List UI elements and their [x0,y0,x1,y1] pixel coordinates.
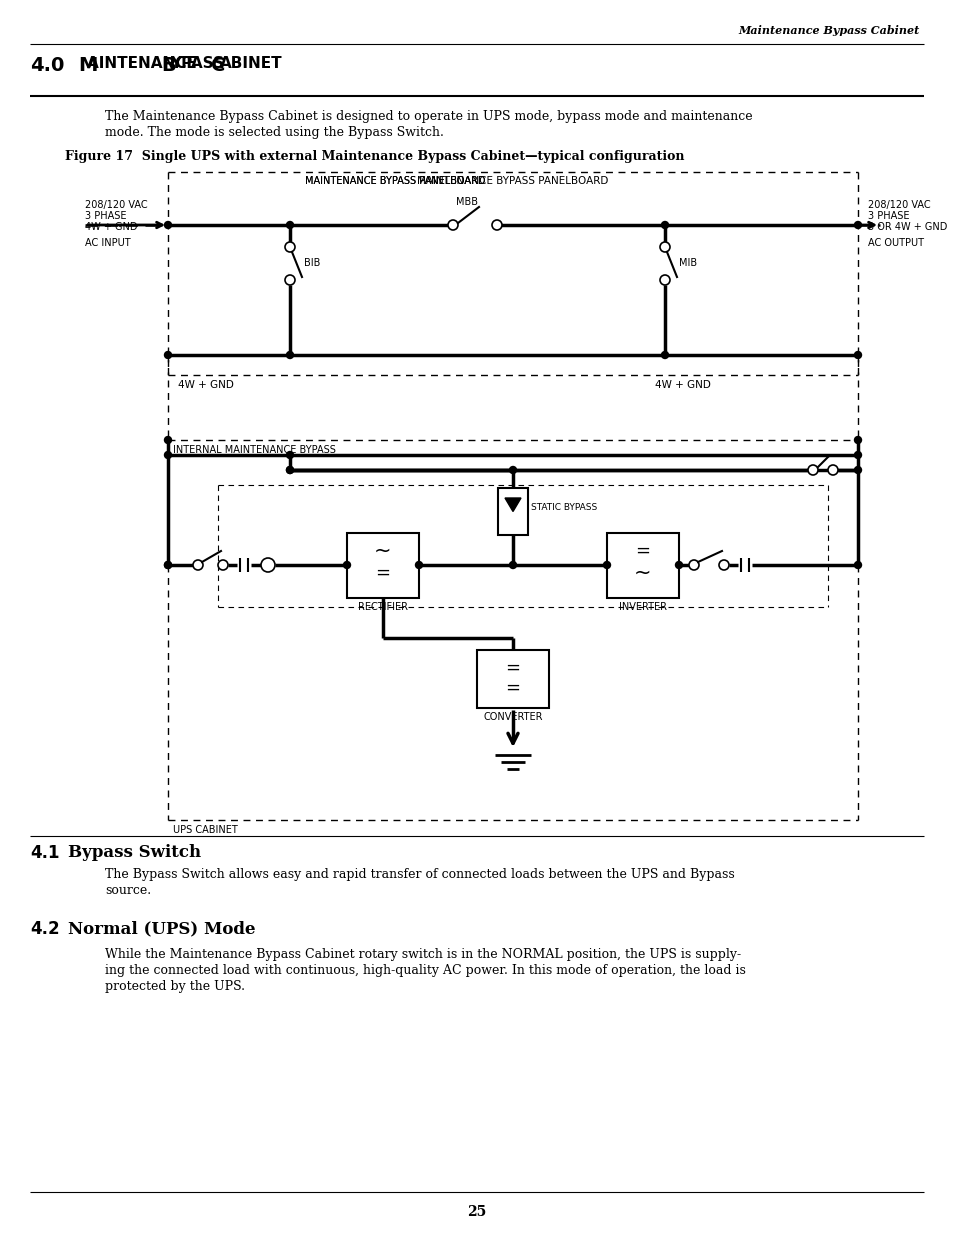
Text: 208/120 VAC: 208/120 VAC [85,200,148,210]
Text: YPASS: YPASS [171,56,230,70]
Bar [606,534,679,598]
Circle shape [193,559,203,571]
Circle shape [416,562,422,568]
Text: ABINET: ABINET [220,56,282,70]
Circle shape [509,562,516,568]
Text: ~: ~ [634,563,651,583]
Circle shape [854,436,861,443]
Polygon shape [504,498,520,511]
Text: RECTIFIER: RECTIFIER [357,601,408,613]
Circle shape [164,452,172,458]
Text: 3 OR 4W + GND: 3 OR 4W + GND [867,222,946,232]
Text: MAINTENANCE BYPASS PANELBOARD: MAINTENANCE BYPASS PANELBOARD [416,177,608,186]
Text: MAINTENANCE BYPASS PANELBOARD: MAINTENANCE BYPASS PANELBOARD [304,177,485,186]
Circle shape [659,275,669,285]
Bar [476,650,548,708]
Bar [347,534,418,598]
Circle shape [286,467,294,473]
Circle shape [285,242,294,252]
Circle shape [492,220,501,230]
Text: MIB: MIB [679,258,697,268]
Text: B: B [161,56,176,75]
Text: mode. The mode is selected using the Bypass Switch.: mode. The mode is selected using the Byp… [105,126,443,140]
Circle shape [286,467,294,473]
Text: 25: 25 [467,1205,486,1219]
Text: STATIC BYPASS: STATIC BYPASS [531,503,597,511]
Circle shape [448,220,457,230]
Text: MBB: MBB [456,198,477,207]
Text: 4.0: 4.0 [30,56,64,75]
Text: CONVERTER: CONVERTER [483,713,542,722]
Text: 4.1: 4.1 [30,844,59,862]
Circle shape [164,352,172,358]
Circle shape [854,221,861,228]
Circle shape [218,559,228,571]
Text: =: = [505,659,520,677]
Text: =: = [505,679,520,697]
Text: 3 PHASE: 3 PHASE [867,211,908,221]
Text: 4W + GND: 4W + GND [178,380,233,390]
Text: 4W + GND: 4W + GND [85,222,137,232]
Text: The Maintenance Bypass Cabinet is designed to operate in UPS mode, bypass mode a: The Maintenance Bypass Cabinet is design… [105,110,752,124]
Text: UPS CABINET: UPS CABINET [172,825,237,835]
Circle shape [164,562,172,568]
Text: =: = [375,564,390,582]
Text: 3 PHASE: 3 PHASE [85,211,127,221]
Circle shape [164,221,172,228]
Text: ~: ~ [374,541,392,561]
Circle shape [659,242,669,252]
Bar [497,488,527,535]
Text: source.: source. [105,884,151,897]
Text: ing the connected load with continuous, high-quality AC power. In this mode of o: ing the connected load with continuous, … [105,965,745,977]
Circle shape [827,466,837,475]
Circle shape [854,467,861,473]
Circle shape [343,562,350,568]
Text: Maintenance Bypass Cabinet: Maintenance Bypass Cabinet [738,25,919,36]
Text: 208/120 VAC: 208/120 VAC [867,200,929,210]
Circle shape [660,352,668,358]
Circle shape [854,352,861,358]
Circle shape [509,467,516,473]
Text: INVERTER: INVERTER [618,601,666,613]
Text: C: C [211,56,226,75]
Text: BIB: BIB [304,258,320,268]
Text: AINTENANCE: AINTENANCE [87,56,201,70]
Circle shape [719,559,728,571]
Text: While the Maintenance Bypass Cabinet rotary switch is in the NORMAL position, th: While the Maintenance Bypass Cabinet rot… [105,948,740,961]
Circle shape [603,562,610,568]
Text: Bypass Switch: Bypass Switch [68,844,201,861]
Circle shape [854,562,861,568]
Text: AC OUTPUT: AC OUTPUT [867,238,923,248]
Circle shape [285,275,294,285]
Circle shape [261,558,274,572]
Circle shape [807,466,817,475]
Text: INTERNAL MAINTENANCE BYPASS: INTERNAL MAINTENANCE BYPASS [172,445,335,454]
Circle shape [660,221,668,228]
Text: The Bypass Switch allows easy and rapid transfer of connected loads between the : The Bypass Switch allows easy and rapid … [105,868,734,881]
Circle shape [688,559,699,571]
Text: M: M [78,56,97,75]
Text: protected by the UPS.: protected by the UPS. [105,981,245,993]
Circle shape [286,221,294,228]
Text: AC INPUT: AC INPUT [85,238,131,248]
Text: 4W + GND: 4W + GND [655,380,710,390]
Text: 4.2: 4.2 [30,920,59,939]
Text: Normal (UPS) Mode: Normal (UPS) Mode [68,920,255,937]
Text: =: = [635,542,650,559]
Circle shape [286,352,294,358]
Circle shape [164,562,172,568]
Text: MAINTENANCE BYPASS PANELBOARD: MAINTENANCE BYPASS PANELBOARD [304,177,485,186]
Circle shape [164,436,172,443]
Circle shape [286,452,294,458]
Circle shape [675,562,681,568]
Circle shape [854,452,861,458]
Text: Figure 17  Single UPS with external Maintenance Bypass Cabinet—typical configura: Figure 17 Single UPS with external Maint… [65,149,684,163]
